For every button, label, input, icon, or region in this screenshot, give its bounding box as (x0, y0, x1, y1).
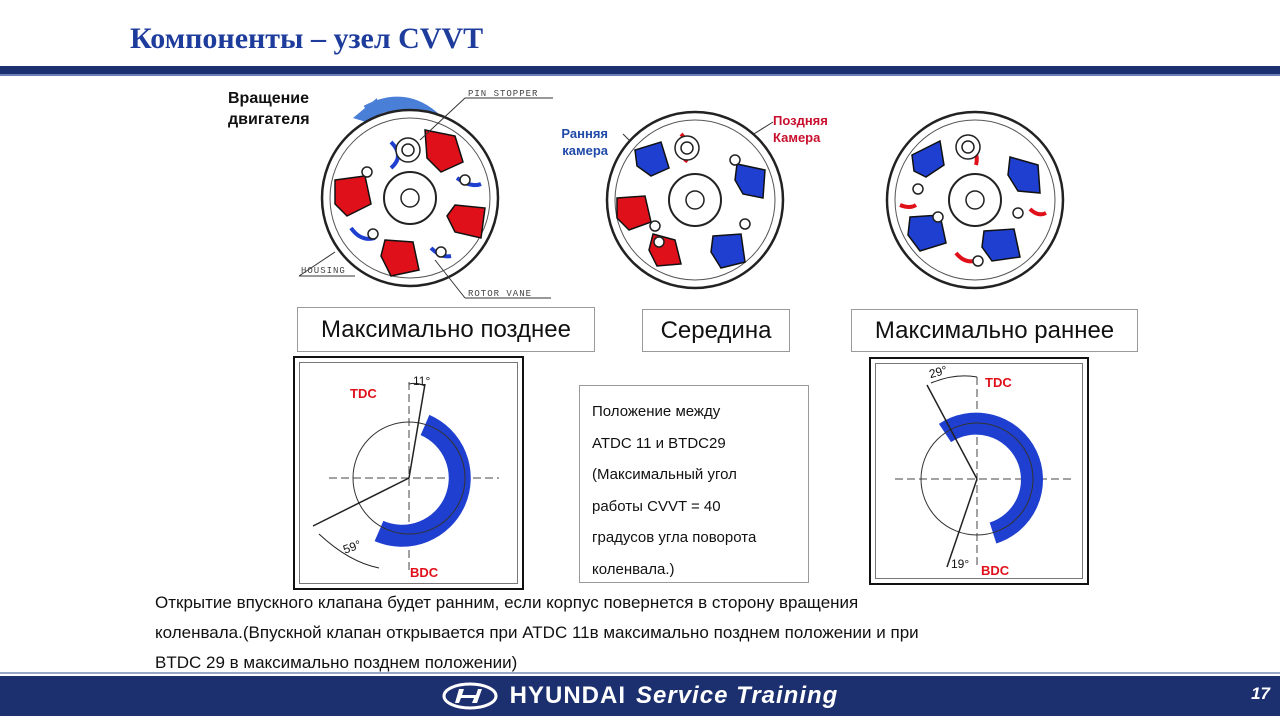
late-chamber-label: Поздняя Камера (773, 112, 828, 146)
tdc-label-early: TDC (985, 375, 1012, 390)
info-line5: градусов угла поворота (592, 529, 757, 546)
housing-label: HOUSING (301, 266, 346, 276)
max-late-label: Максимально позднее (297, 307, 595, 352)
cvvt-diagram-max-early (885, 110, 1065, 290)
info-line6: коленвала.) (592, 560, 675, 578)
rotation-label-line2: двигателя (228, 111, 310, 128)
max-early-label: Максимально раннее (851, 309, 1138, 352)
page-number: 17 (1251, 684, 1270, 703)
engine-rotation-label: Вращение двигателя (228, 88, 310, 130)
rotor-vane-label: ROTOR VANE (468, 289, 533, 299)
info-line2: ATDC 11 и BTDC29 (592, 434, 726, 452)
description-line3: BTDC 29 в максимально позднем положении) (155, 653, 518, 672)
valve-open-arc (374, 414, 471, 547)
cvvt-diagram-middle (605, 110, 785, 290)
late-chamber-line2: Камера (773, 130, 821, 145)
description-text: Открытие впускного клапана будет ранним,… (155, 588, 1165, 678)
footer-divider (0, 672, 1280, 674)
info-line4: работы CVVT = 40 (592, 497, 721, 515)
angle-bottom-early: 19° (951, 557, 970, 571)
pin-stopper-label: PIN STOPPER (468, 89, 539, 99)
late-chamber-line1: Поздняя (773, 113, 828, 128)
footer-service-training: Service Training (636, 682, 839, 709)
hyundai-logo-icon (442, 682, 498, 710)
timing-diagram-max-late: TDC 11° 59° BDC (293, 356, 524, 590)
bdc-label-late: BDC (410, 565, 439, 580)
info-line1: Положение между (592, 403, 721, 420)
early-chamber-label: Ранняя камера (540, 125, 608, 159)
info-box: Положение между ATDC 11 и BTDC29 (Максим… (579, 385, 809, 583)
early-chamber-line1: Ранняя (561, 126, 608, 141)
angle-top-late: 11° (413, 374, 431, 388)
cvvt-diagram-max-late (298, 96, 553, 299)
bdc-label-early: BDC (981, 563, 1010, 578)
footer-brand-name: HYUNDAI (509, 682, 627, 709)
title-divider (0, 66, 1280, 74)
info-line3: (Максимальный угол (592, 466, 737, 483)
timing-diagram-max-early: TDC 29° 19° BDC (869, 357, 1089, 585)
page-title: Компоненты – узел CVVT (130, 22, 484, 55)
description-line2: коленвала.(Впускной клапан открывается п… (155, 623, 919, 642)
footer-bar (0, 676, 1280, 716)
rotation-label-line1: Вращение (228, 90, 310, 107)
footer-brand: HYUNDAI Service Training (0, 678, 1280, 714)
description-line1: Открытие впускного клапана будет ранним,… (155, 593, 859, 612)
middle-label: Середина (642, 309, 790, 352)
title-divider-thin (0, 74, 1280, 76)
early-chamber-line2: камера (562, 143, 608, 158)
tdc-label-late: TDC (350, 386, 377, 401)
